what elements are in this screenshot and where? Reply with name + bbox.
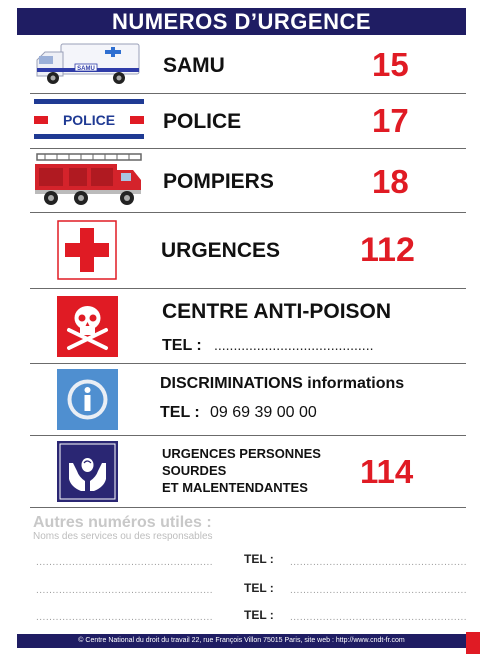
samu-label: SAMU [163,54,225,77]
police-number: 17 [372,102,409,139]
footer-text: © Centre National du droit du travail 22… [78,637,405,644]
divider [30,507,466,508]
other-row-left-dots: ........................................… [36,585,214,596]
other-row-right-dots: ........................................… [290,612,468,623]
divider [30,212,466,213]
discriminations-tel-label: TEL : [160,404,200,421]
sourdes-number: 114 [360,453,414,490]
anti-poison-tel-label: TEL : [162,337,202,354]
divider [30,435,466,436]
divider [30,288,466,289]
fire-truck-icon [33,152,145,206]
other-row-right-dots: ........................................… [290,585,468,596]
ambulance-icon: SAMU [35,42,143,86]
other-row-tel-label: TEL : [244,581,274,595]
pompiers-label: POMPIERS [163,170,274,193]
hands-care-icon [57,441,118,502]
sourdes-line-3: ET MALENTENDANTES [162,480,308,495]
urgences-label: URGENCES [161,239,281,262]
discriminations-tel-value: 09 69 39 00 00 [210,404,317,421]
info-icon [57,369,118,430]
other-numbers-subtitle: Noms des services ou des responsables [33,531,213,542]
police-badge-icon: POLICE [34,99,144,139]
other-numbers-title: Autres numéros utiles : [33,514,212,531]
divider [30,363,466,364]
discriminations-label: DISCRIMINATIONS informations [160,375,405,392]
red-cross-icon [57,220,117,280]
other-row-left-dots: ........................................… [36,612,214,623]
other-row-tel-label: TEL : [244,608,274,622]
footer-bar: © Centre National du droit du travail 22… [17,634,466,648]
sourdes-line-1: URGENCES PERSONNES [162,446,321,461]
anti-poison-label: CENTRE ANTI-POISON [162,300,392,323]
other-row-tel-label: TEL : [244,552,274,566]
pompiers-number: 18 [372,163,409,200]
divider [30,93,466,94]
other-row-right-dots: ........................................… [290,557,468,568]
other-row-left-dots: ........................................… [36,557,214,568]
divider [30,148,466,149]
sourdes-line-2: SOURDES [162,463,227,478]
poison-skull-icon [57,296,118,357]
police-badge-text: POLICE [63,112,115,128]
urgences-number: 112 [360,231,415,269]
samu-number: 15 [372,46,409,83]
police-label: POLICE [163,110,242,133]
van-text: SAMU [77,66,95,72]
footer-accent [466,632,480,654]
page-title: NUMEROS D’URGENCE [17,8,466,35]
anti-poison-tel-dots: ........................................… [214,337,374,353]
